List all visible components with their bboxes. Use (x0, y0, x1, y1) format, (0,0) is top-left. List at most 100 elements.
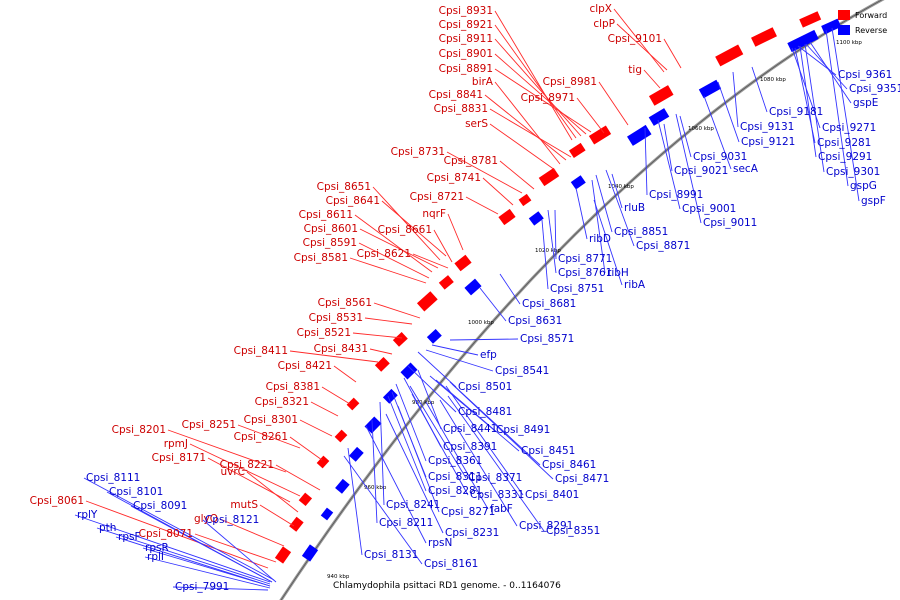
gene-label[interactable]: Cpsi_8761 (558, 267, 612, 279)
gene-label[interactable]: rpsN (428, 537, 452, 549)
gene-label[interactable]: Cpsi_8661 (378, 224, 432, 236)
gene-label[interactable]: Cpsi_8841 (429, 89, 483, 101)
reverse-feature[interactable] (787, 29, 819, 53)
gene-label[interactable]: ribD (589, 233, 611, 245)
gene-label[interactable]: Cpsi_8621 (357, 248, 411, 260)
gene-label[interactable]: Cpsi_9291 (818, 151, 872, 163)
gene-label[interactable]: Cpsi_8391 (443, 441, 497, 453)
gene-label[interactable]: Cpsi_8471 (555, 473, 609, 485)
forward-feature[interactable] (799, 11, 822, 28)
gene-label[interactable]: Cpsi_8351 (546, 525, 600, 537)
gene-label[interactable]: Cpsi_8451 (521, 445, 575, 457)
forward-feature[interactable] (289, 516, 304, 532)
forward-feature[interactable] (498, 208, 516, 226)
gene-label[interactable]: clpX (589, 3, 612, 15)
gene-label[interactable]: ribH (607, 267, 629, 279)
gene-label[interactable]: Cpsi_8161 (424, 558, 478, 570)
gene-label[interactable]: Cpsi_8831 (434, 103, 488, 115)
gene-label[interactable]: gspF (861, 195, 886, 207)
reverse-feature[interactable] (627, 124, 652, 146)
gene-label[interactable]: Cpsi_9361 (838, 69, 892, 81)
forward-feature[interactable] (316, 455, 330, 469)
gene-label[interactable]: Cpsi_8241 (386, 499, 440, 511)
gene-label[interactable]: Cpsi_8381 (266, 381, 320, 393)
gene-label[interactable]: Cpsi_8601 (304, 223, 358, 235)
gene-label[interactable]: Cpsi_8061 (30, 495, 84, 507)
gene-label[interactable]: Cpsi_8771 (558, 253, 612, 265)
gene-label[interactable]: Cpsi_8411 (234, 345, 288, 357)
gene-label[interactable]: Cpsi_8431 (314, 343, 368, 355)
gene-label[interactable]: glyQ (194, 513, 218, 525)
reverse-feature[interactable] (349, 446, 364, 462)
forward-feature[interactable] (298, 492, 313, 507)
gene-label[interactable]: Cpsi_8901 (439, 48, 493, 60)
gene-label[interactable]: Cpsi_8891 (439, 63, 493, 75)
gene-label[interactable]: Cpsi_8221 (220, 459, 274, 471)
gene-label[interactable]: Cpsi_8401 (525, 489, 579, 501)
reverse-feature[interactable] (364, 416, 382, 434)
gene-label[interactable]: efp (480, 349, 497, 361)
gene-label[interactable]: Cpsi_9101 (608, 33, 662, 45)
gene-label[interactable]: Cpsi_8251 (182, 419, 236, 431)
gene-label[interactable]: Cpsi_9031 (693, 151, 747, 163)
gene-label[interactable]: fabF (490, 503, 513, 515)
reverse-feature[interactable] (335, 478, 350, 494)
gene-label[interactable]: rplI (147, 551, 164, 563)
gene-label[interactable]: Cpsi_9121 (741, 136, 795, 148)
forward-feature[interactable] (751, 27, 777, 47)
gene-label[interactable]: Cpsi_9281 (817, 137, 871, 149)
gene-label[interactable]: Cpsi_9351 (849, 83, 900, 95)
gene-label[interactable]: rluB (624, 202, 645, 214)
gene-label[interactable]: Cpsi_8321 (255, 396, 309, 408)
forward-feature[interactable] (715, 44, 744, 67)
gene-label[interactable]: Cpsi_8971 (521, 92, 575, 104)
gene-label[interactable]: Cpsi_8741 (427, 172, 481, 184)
gene-label[interactable]: pth (99, 522, 116, 534)
gene-label[interactable]: Cpsi_8201 (112, 424, 166, 436)
gene-label[interactable]: ribA (624, 279, 646, 291)
gene-label[interactable]: Cpsi_8641 (326, 195, 380, 207)
gene-label[interactable]: serS (465, 118, 488, 130)
reverse-feature[interactable] (301, 544, 319, 562)
gene-label[interactable]: Cpsi_9301 (826, 166, 880, 178)
forward-feature[interactable] (438, 275, 454, 290)
forward-feature[interactable] (274, 546, 292, 564)
gene-label[interactable]: Cpsi_8491 (496, 424, 550, 436)
gene-label[interactable]: Cpsi_8071 (139, 528, 193, 540)
gene-label[interactable]: Cpsi_8531 (309, 312, 363, 324)
gene-label[interactable]: Cpsi_8231 (445, 527, 499, 539)
gene-label[interactable]: Cpsi_8541 (495, 365, 549, 377)
gene-label[interactable]: Cpsi_8681 (522, 298, 576, 310)
gene-label[interactable]: Cpsi_8651 (317, 181, 371, 193)
gene-label[interactable]: Cpsi_8361 (428, 455, 482, 467)
forward-feature[interactable] (416, 291, 438, 312)
reverse-feature[interactable] (320, 507, 334, 521)
gene-label[interactable]: rpmJ (164, 438, 188, 450)
gene-label[interactable]: Cpsi_8721 (410, 191, 464, 203)
gene-label[interactable]: Cpsi_8281 (428, 485, 482, 497)
gene-label[interactable]: Cpsi_8501 (458, 381, 512, 393)
gene-label[interactable]: Cpsi_9021 (674, 165, 728, 177)
gene-label[interactable]: Cpsi_8121 (205, 514, 259, 526)
gene-label[interactable]: Cpsi_8421 (278, 360, 332, 372)
forward-feature[interactable] (588, 125, 612, 145)
gene-label[interactable]: Cpsi_8871 (636, 240, 690, 252)
reverse-feature[interactable] (400, 362, 418, 380)
gene-label[interactable]: Cpsi_8991 (649, 189, 703, 201)
gene-label[interactable]: Cpsi_8851 (614, 226, 668, 238)
reverse-feature[interactable] (426, 328, 442, 344)
gene-label[interactable]: Cpsi_8561 (318, 297, 372, 309)
gene-label[interactable]: rpsR (145, 542, 169, 554)
reverse-feature[interactable] (648, 108, 670, 126)
gene-label[interactable]: Cpsi_7991 (175, 581, 229, 593)
gene-label[interactable]: secA (733, 163, 759, 175)
gene-label[interactable]: Cpsi_8311 (428, 471, 482, 483)
gene-label[interactable]: nqrF (422, 208, 446, 220)
gene-label[interactable]: Cpsi_8591 (303, 237, 357, 249)
gene-label[interactable]: Cpsi_8781 (444, 155, 498, 167)
gene-label[interactable]: Cpsi_8101 (109, 486, 163, 498)
reverse-feature[interactable] (570, 175, 586, 190)
gene-label[interactable]: Cpsi_8271 (441, 506, 495, 518)
gene-label[interactable]: Cpsi_8571 (520, 333, 574, 345)
gene-label[interactable]: uvrC (220, 466, 245, 478)
